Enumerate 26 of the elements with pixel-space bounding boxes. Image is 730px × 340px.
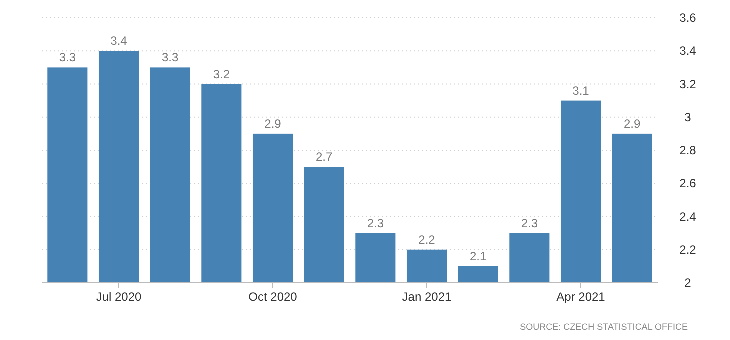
x-tick-label: Jan 2021 <box>402 290 452 304</box>
x-tick-label: Oct 2020 <box>248 290 298 304</box>
y-tick-label: 2.8 <box>680 144 697 158</box>
data-label: 2.1 <box>470 249 487 264</box>
data-label: 3.4 <box>110 34 128 48</box>
data-label: 2.9 <box>624 116 641 131</box>
data-label: 2.7 <box>316 150 333 164</box>
y-tick-label: 3.2 <box>680 77 697 92</box>
data-label: 2.3 <box>367 216 384 230</box>
y-tick-label: 2 <box>684 276 692 290</box>
y-tick-label: 2.4 <box>680 210 697 224</box>
data-label: 2.9 <box>264 116 282 131</box>
y-tick-label: 3.6 <box>680 11 697 25</box>
data-label: 3.3 <box>162 50 179 65</box>
data-label: 2.2 <box>418 232 436 247</box>
data-label: 3.1 <box>572 84 590 98</box>
data-label: 2.3 <box>521 216 538 230</box>
x-tick-label: Apr 2021 <box>556 290 606 304</box>
y-tick-label: 3 <box>684 110 692 124</box>
data-label: 3.3 <box>59 50 76 65</box>
y-tick-label: 2.6 <box>680 176 697 191</box>
y-tick-label: 2.2 <box>680 242 697 257</box>
x-tick-label: Jul 2020 <box>96 290 142 304</box>
y-tick-label: 3.4 <box>680 44 697 58</box>
source-note: SOURCE: CZECH STATISTICAL OFFICE <box>520 322 688 332</box>
data-label: 3.2 <box>213 67 230 82</box>
